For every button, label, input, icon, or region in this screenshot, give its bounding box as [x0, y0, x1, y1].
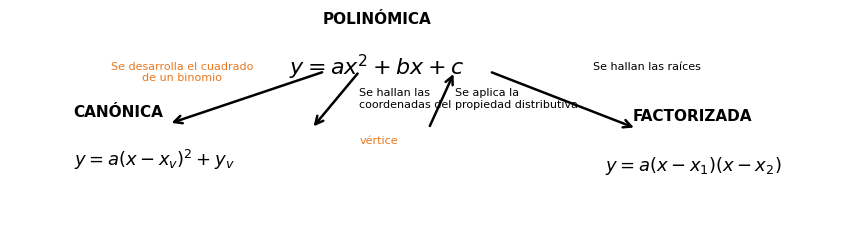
- Text: Se aplica la
propiedad distributiva: Se aplica la propiedad distributiva: [455, 88, 578, 110]
- Text: FACTORIZADA: FACTORIZADA: [633, 109, 753, 124]
- Text: $y = ax^2 + bx + c$: $y = ax^2 + bx + c$: [289, 52, 464, 82]
- Text: POLINÓMICA: POLINÓMICA: [322, 12, 431, 27]
- Text: Se hallan las raíces: Se hallan las raíces: [593, 62, 701, 72]
- Text: $y = a\left(x - x_v\right)^2 + y_v$: $y = a\left(x - x_v\right)^2 + y_v$: [74, 148, 235, 172]
- Text: Se hallan las
coordenadas del: Se hallan las coordenadas del: [359, 88, 452, 110]
- Text: CANÓNICA: CANÓNICA: [74, 105, 164, 120]
- Text: $y = a\left(x - x_1\right)\left(x - x_2\right)$: $y = a\left(x - x_1\right)\left(x - x_2\…: [604, 155, 781, 177]
- Text: vértice: vértice: [359, 136, 398, 146]
- Text: Se desarrolla el cuadrado
de un binomio: Se desarrolla el cuadrado de un binomio: [111, 62, 253, 84]
